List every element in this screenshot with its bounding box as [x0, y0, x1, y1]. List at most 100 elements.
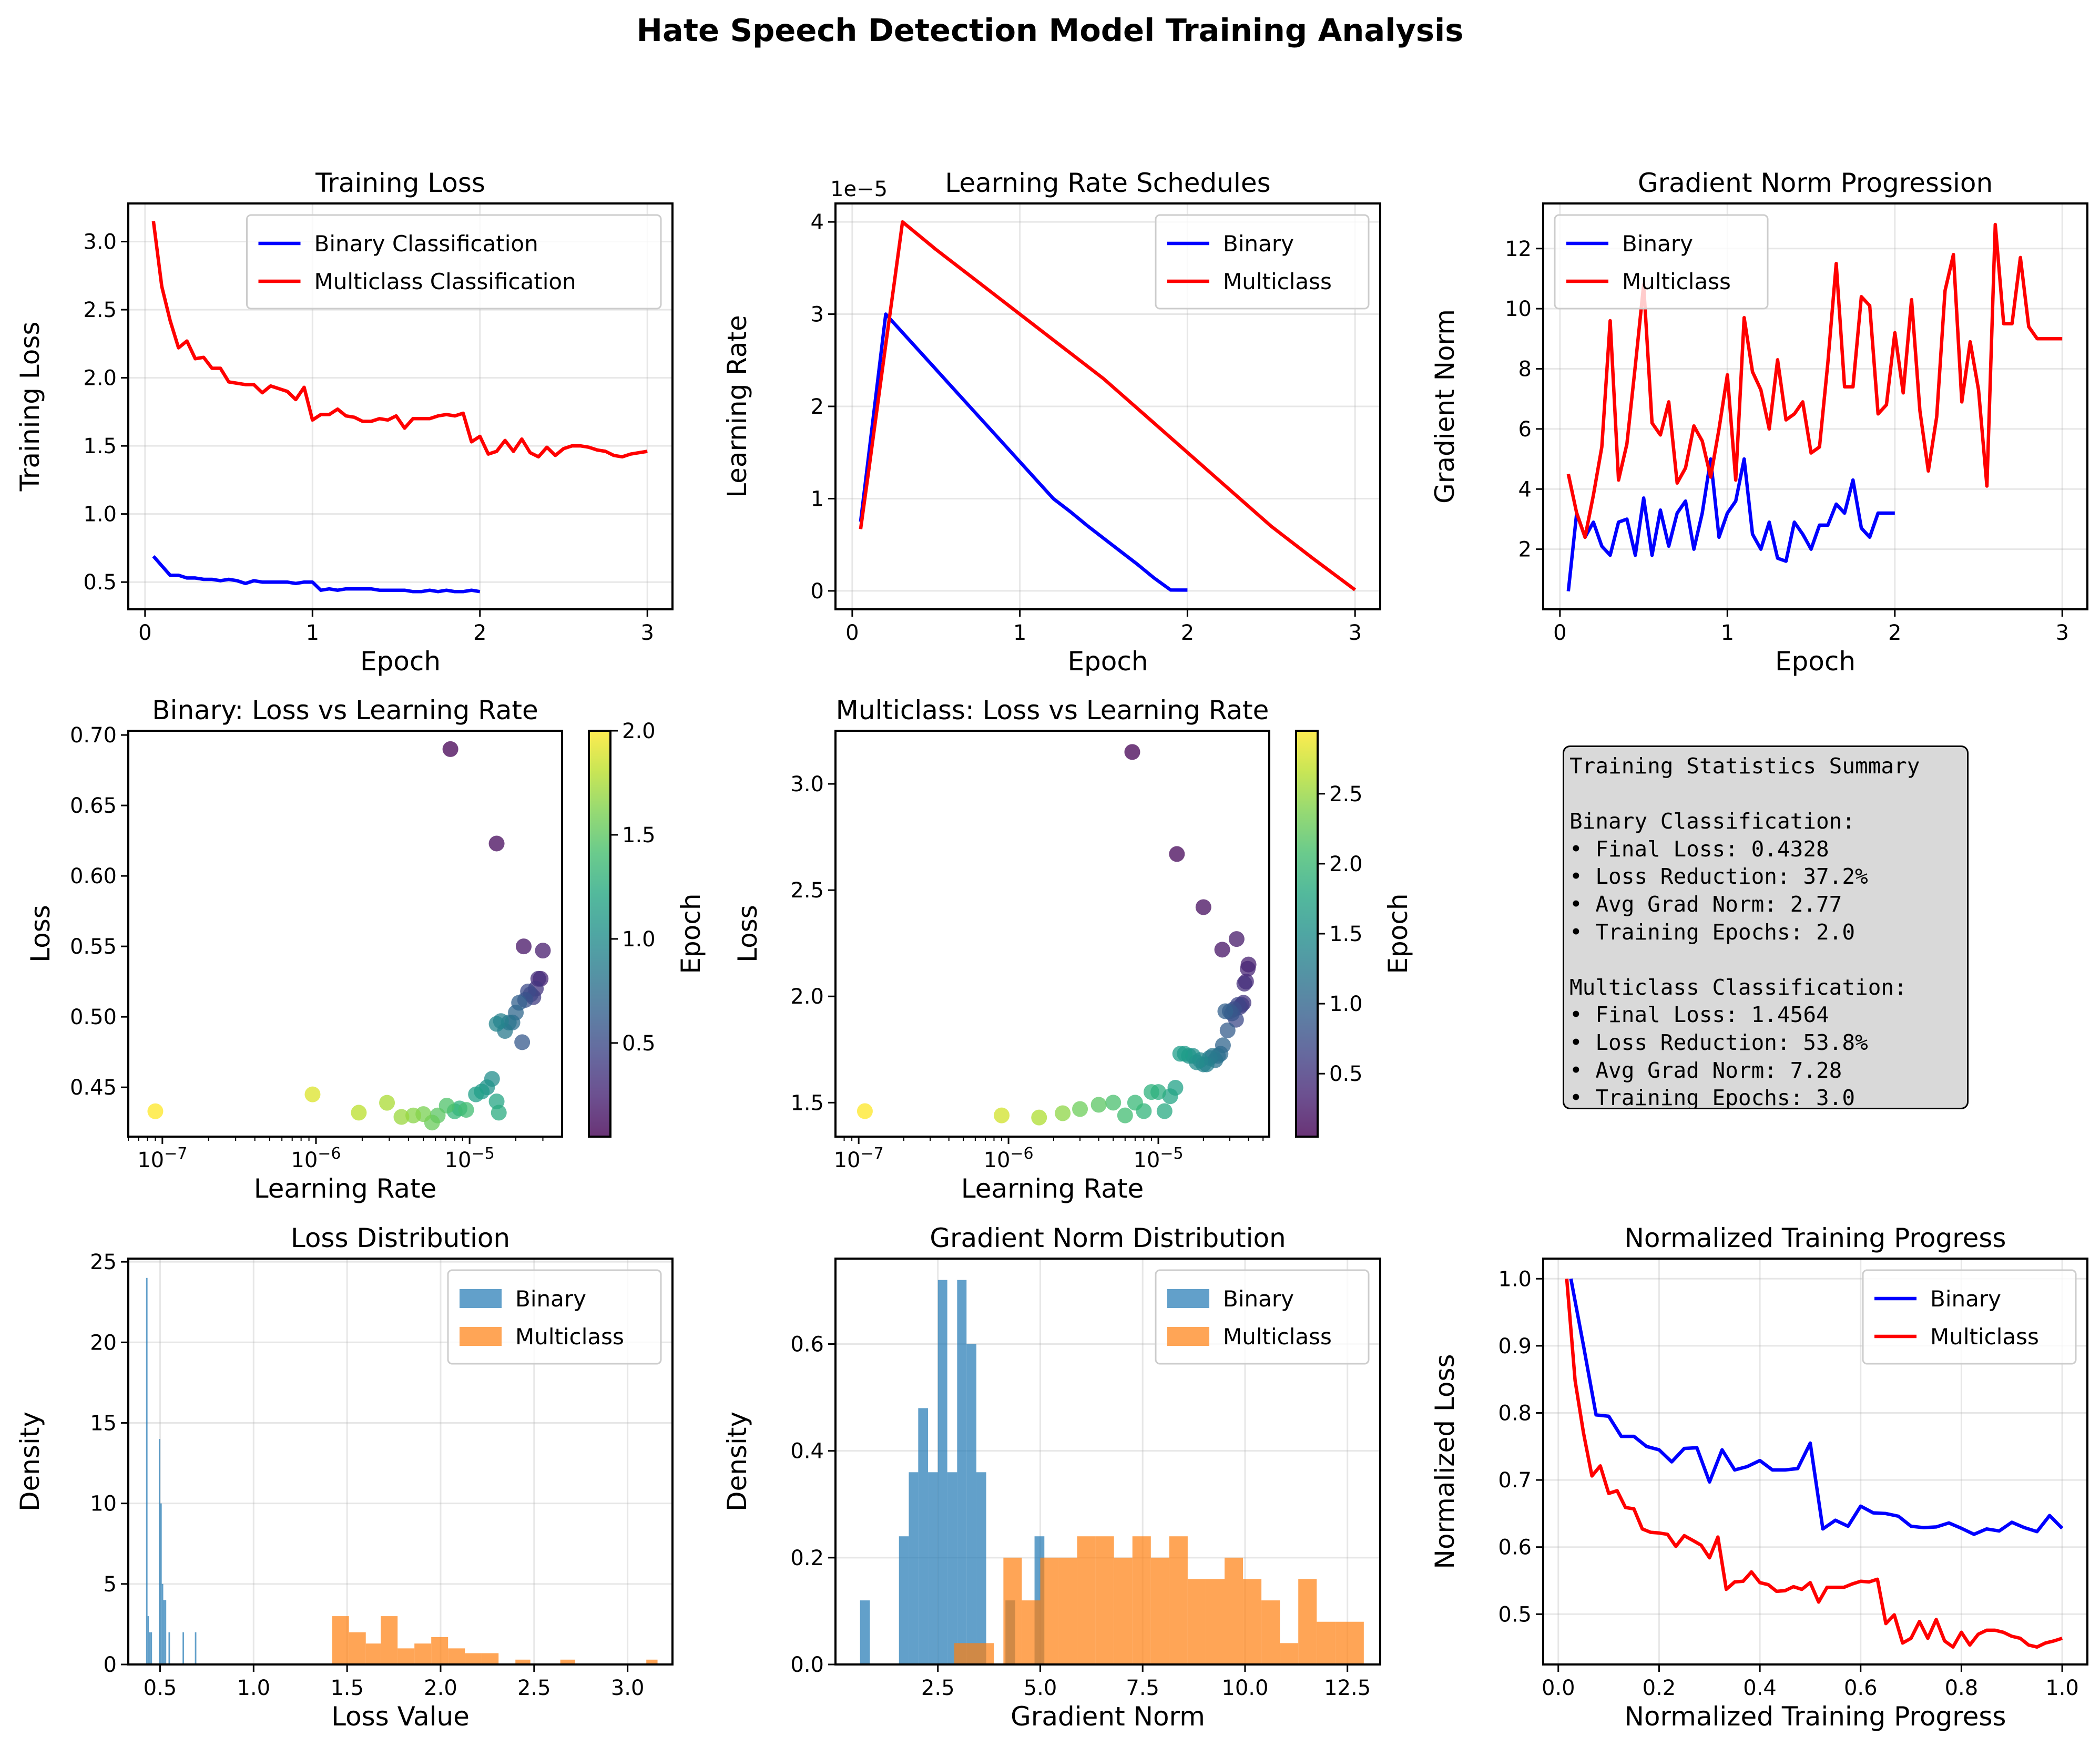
histogram-bar	[1169, 1536, 1188, 1664]
scatter-point	[535, 943, 551, 959]
histogram-bar	[149, 1632, 151, 1664]
axes-frame	[1542, 1258, 2088, 1666]
x-tick-label: 2.5	[517, 1676, 551, 1700]
legend-box	[1554, 214, 1769, 310]
legend-box	[1155, 214, 1370, 310]
scatter-point	[491, 1105, 507, 1121]
histogram-bar	[928, 1472, 938, 1664]
histogram-bar	[448, 1648, 465, 1664]
chart-title: Gradient Norm Progression	[1638, 168, 1993, 198]
y-tick-label: 0.7	[1498, 1468, 1532, 1493]
y-tick-label: 2	[811, 395, 824, 419]
colorbar-tick-label: 1.5	[622, 823, 656, 847]
y-tick-label: 0	[811, 579, 824, 604]
axes-frame	[834, 730, 1270, 1138]
series-line	[859, 312, 1188, 592]
y-tick-label: 25	[90, 1250, 117, 1274]
x-axis-label: Gradient Norm	[1011, 1701, 1205, 1732]
histogram-bar	[146, 1278, 148, 1664]
x-axis-label: Learning Rate	[254, 1173, 437, 1204]
x-tick-label: 2	[1888, 621, 1901, 645]
y-tick-label: 1.0	[83, 503, 117, 527]
scatter-point	[442, 741, 458, 757]
y-axis-label: Density	[722, 1412, 752, 1511]
series-line	[1565, 1279, 2063, 1649]
histogram-bar	[860, 1600, 870, 1664]
histogram-bar	[976, 1472, 986, 1664]
stats-multiclass-line: • Avg Grad Norm: 7.28	[1569, 1057, 1842, 1083]
histogram-bar	[168, 1632, 170, 1664]
y-tick-label: 0.50	[70, 1005, 117, 1029]
scatter-point	[857, 1103, 873, 1119]
histogram-bar	[918, 1408, 929, 1664]
scatter-point	[1236, 975, 1252, 992]
legend-box	[447, 1269, 662, 1365]
y-tick-label: 15	[90, 1411, 117, 1435]
histogram-bar	[947, 1472, 957, 1664]
x-tick-label: 3	[1348, 621, 1361, 645]
y-axis-label: Normalized Loss	[1430, 1354, 1460, 1569]
x-tick-label: 1	[306, 621, 319, 645]
x-tick-label: 7.5	[1126, 1676, 1159, 1700]
y-axis-label: Gradient Norm	[1430, 309, 1460, 504]
y-tick-label: 0.0	[790, 1653, 824, 1677]
histogram-bar	[1280, 1643, 1299, 1664]
legend: Binary Multiclass	[447, 1269, 662, 1365]
y-tick-label: 5	[104, 1572, 117, 1597]
y-axis-label: Loss	[25, 905, 56, 963]
histogram-bar	[560, 1659, 576, 1664]
legend-label: Binary	[1223, 1286, 1294, 1312]
histogram-bar	[937, 1280, 947, 1664]
chart-title: Multiclass: Loss vs Learning Rate	[836, 695, 1269, 726]
y-tick-label: 0.4	[790, 1439, 824, 1464]
histogram-bar	[974, 1643, 994, 1664]
scatter-point	[379, 1095, 395, 1111]
colorbar-label: Epoch	[1383, 893, 1413, 974]
chart-panel: 0 1 2 3 0 1 2 3 41e−5 Learning Rate Schedules Epoc…	[722, 168, 1381, 677]
legend-label: Multiclass	[1223, 269, 1332, 294]
histogram-bar	[1114, 1557, 1133, 1664]
scatter-point	[405, 1107, 422, 1123]
scatter-point	[515, 938, 532, 955]
y-tick-label: 2.0	[790, 985, 824, 1009]
histogram-bar	[1095, 1536, 1114, 1664]
figure-title: Hate Speech Detection Model Training Ana…	[637, 12, 1464, 48]
legend-swatch	[460, 1327, 502, 1346]
scatter-point	[1162, 1088, 1178, 1105]
colorbar-label: Epoch	[676, 893, 706, 974]
histogram-bar	[1187, 1579, 1206, 1664]
histogram-bar	[1058, 1557, 1077, 1664]
histogram-bar	[1225, 1557, 1243, 1664]
series-line	[1566, 222, 2063, 539]
x-tick-label: 10−5	[445, 1145, 495, 1172]
scatter-point	[1169, 846, 1185, 862]
x-tick-label: 0	[845, 621, 859, 645]
histogram-bar	[150, 1632, 152, 1664]
y-axis-label: Training Loss	[15, 322, 45, 492]
x-tick-label: 10−6	[984, 1145, 1034, 1172]
legend: Binary Multiclass	[1155, 1269, 1370, 1365]
y-tick-label: 0.6	[790, 1333, 824, 1357]
scatter-point	[1240, 961, 1256, 977]
legend: Binary Multiclass	[1554, 214, 1769, 310]
histogram-bar	[957, 1280, 967, 1664]
y-tick-label: 0.9	[1498, 1334, 1532, 1358]
x-tick-label: 2.5	[921, 1676, 955, 1700]
axes-frame	[834, 1258, 1381, 1666]
y-axis-label: Density	[15, 1412, 45, 1511]
x-tick-label: 10−5	[1133, 1145, 1183, 1172]
scatter-point	[1105, 1095, 1122, 1111]
x-tick-label: 0.6	[1844, 1676, 1878, 1700]
chart-panel: 0.5 1.0 1.5 2.0 2.5 3.0 0 5 10 15 20 25 Loss Distrib…	[15, 1223, 674, 1732]
scatter-point	[1172, 1046, 1188, 1062]
y-tick-label: 0	[104, 1653, 117, 1677]
histogram-bar	[163, 1600, 165, 1664]
legend-box	[1155, 1269, 1370, 1365]
stats-title: Training Statistics Summary	[1569, 753, 1920, 779]
scatter-point	[1156, 1103, 1173, 1119]
legend-swatch	[1167, 1327, 1209, 1346]
axes-frame	[127, 202, 674, 610]
x-tick-label: 0.0	[1542, 1676, 1575, 1700]
colorbar	[588, 730, 611, 1138]
